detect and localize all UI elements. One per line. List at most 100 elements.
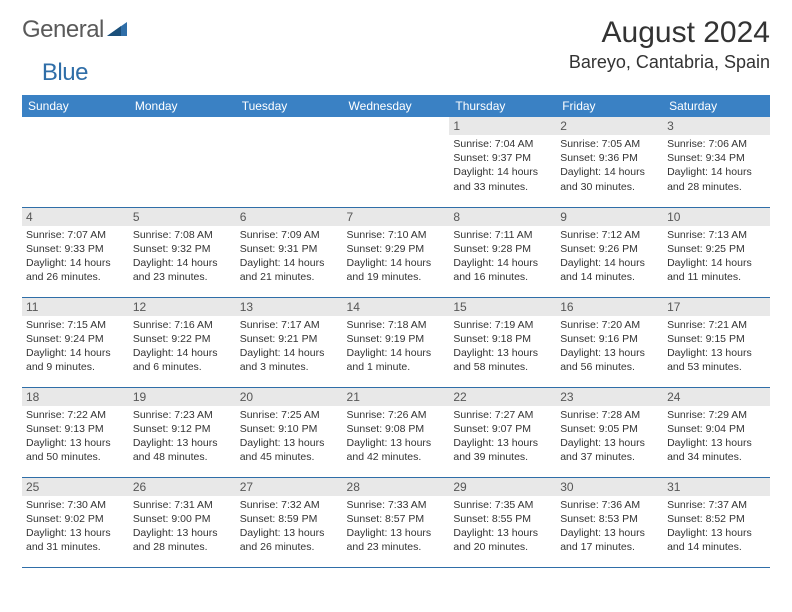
sun-info: Sunrise: 7:35 AMSunset: 8:55 PMDaylight:… (449, 496, 556, 557)
calendar-day-cell: 1Sunrise: 7:04 AMSunset: 9:37 PMDaylight… (449, 117, 556, 207)
month-title: August 2024 (569, 16, 770, 50)
day-number: 26 (129, 478, 236, 496)
calendar-day-cell: 2Sunrise: 7:05 AMSunset: 9:36 PMDaylight… (556, 117, 663, 207)
calendar-day-cell: 18Sunrise: 7:22 AMSunset: 9:13 PMDayligh… (22, 387, 129, 477)
day-number: 24 (663, 388, 770, 406)
weekday-header: Wednesday (343, 95, 450, 117)
calendar-row: 11Sunrise: 7:15 AMSunset: 9:24 PMDayligh… (22, 297, 770, 387)
calendar-row: 25Sunrise: 7:30 AMSunset: 9:02 PMDayligh… (22, 477, 770, 567)
weekday-header: Thursday (449, 95, 556, 117)
day-number: 19 (129, 388, 236, 406)
sun-info: Sunrise: 7:17 AMSunset: 9:21 PMDaylight:… (236, 316, 343, 377)
sun-info: Sunrise: 7:37 AMSunset: 8:52 PMDaylight:… (663, 496, 770, 557)
calendar-empty-cell (129, 117, 236, 207)
calendar-day-cell: 5Sunrise: 7:08 AMSunset: 9:32 PMDaylight… (129, 207, 236, 297)
weekday-header: Saturday (663, 95, 770, 117)
location: Bareyo, Cantabria, Spain (569, 52, 770, 73)
day-number: 7 (343, 208, 450, 226)
sun-info: Sunrise: 7:21 AMSunset: 9:15 PMDaylight:… (663, 316, 770, 377)
day-number: 4 (22, 208, 129, 226)
day-number: 13 (236, 298, 343, 316)
calendar-day-cell: 10Sunrise: 7:13 AMSunset: 9:25 PMDayligh… (663, 207, 770, 297)
day-number: 25 (22, 478, 129, 496)
calendar-body: 1Sunrise: 7:04 AMSunset: 9:37 PMDaylight… (22, 117, 770, 567)
sun-info: Sunrise: 7:08 AMSunset: 9:32 PMDaylight:… (129, 226, 236, 287)
sun-info: Sunrise: 7:15 AMSunset: 9:24 PMDaylight:… (22, 316, 129, 377)
day-number: 9 (556, 208, 663, 226)
calendar-day-cell: 16Sunrise: 7:20 AMSunset: 9:16 PMDayligh… (556, 297, 663, 387)
day-number: 3 (663, 117, 770, 135)
sun-info: Sunrise: 7:19 AMSunset: 9:18 PMDaylight:… (449, 316, 556, 377)
sun-info: Sunrise: 7:27 AMSunset: 9:07 PMDaylight:… (449, 406, 556, 467)
sun-info: Sunrise: 7:25 AMSunset: 9:10 PMDaylight:… (236, 406, 343, 467)
calendar-day-cell: 25Sunrise: 7:30 AMSunset: 9:02 PMDayligh… (22, 477, 129, 567)
sun-info: Sunrise: 7:32 AMSunset: 8:59 PMDaylight:… (236, 496, 343, 557)
calendar-day-cell: 12Sunrise: 7:16 AMSunset: 9:22 PMDayligh… (129, 297, 236, 387)
calendar-day-cell: 29Sunrise: 7:35 AMSunset: 8:55 PMDayligh… (449, 477, 556, 567)
day-number: 17 (663, 298, 770, 316)
day-number: 2 (556, 117, 663, 135)
calendar-row: 1Sunrise: 7:04 AMSunset: 9:37 PMDaylight… (22, 117, 770, 207)
sun-info: Sunrise: 7:10 AMSunset: 9:29 PMDaylight:… (343, 226, 450, 287)
calendar-day-cell: 23Sunrise: 7:28 AMSunset: 9:05 PMDayligh… (556, 387, 663, 477)
sun-info: Sunrise: 7:05 AMSunset: 9:36 PMDaylight:… (556, 135, 663, 196)
calendar-day-cell: 9Sunrise: 7:12 AMSunset: 9:26 PMDaylight… (556, 207, 663, 297)
sun-info: Sunrise: 7:12 AMSunset: 9:26 PMDaylight:… (556, 226, 663, 287)
weekday-header-row: SundayMondayTuesdayWednesdayThursdayFrid… (22, 95, 770, 117)
sun-info: Sunrise: 7:31 AMSunset: 9:00 PMDaylight:… (129, 496, 236, 557)
calendar-day-cell: 7Sunrise: 7:10 AMSunset: 9:29 PMDaylight… (343, 207, 450, 297)
day-number: 18 (22, 388, 129, 406)
day-number: 28 (343, 478, 450, 496)
day-number: 5 (129, 208, 236, 226)
weekday-header: Sunday (22, 95, 129, 117)
logo: General (22, 16, 131, 44)
sun-info: Sunrise: 7:18 AMSunset: 9:19 PMDaylight:… (343, 316, 450, 377)
logo-text-blue: Blue (42, 59, 88, 87)
day-number: 27 (236, 478, 343, 496)
weekday-header: Friday (556, 95, 663, 117)
sun-info: Sunrise: 7:23 AMSunset: 9:12 PMDaylight:… (129, 406, 236, 467)
sun-info: Sunrise: 7:09 AMSunset: 9:31 PMDaylight:… (236, 226, 343, 287)
day-number: 23 (556, 388, 663, 406)
day-number: 29 (449, 478, 556, 496)
day-number: 8 (449, 208, 556, 226)
sun-info: Sunrise: 7:11 AMSunset: 9:28 PMDaylight:… (449, 226, 556, 287)
weekday-header: Monday (129, 95, 236, 117)
day-number: 30 (556, 478, 663, 496)
calendar-day-cell: 13Sunrise: 7:17 AMSunset: 9:21 PMDayligh… (236, 297, 343, 387)
calendar-row: 4Sunrise: 7:07 AMSunset: 9:33 PMDaylight… (22, 207, 770, 297)
calendar-day-cell: 24Sunrise: 7:29 AMSunset: 9:04 PMDayligh… (663, 387, 770, 477)
calendar-empty-cell (343, 117, 450, 207)
sun-info: Sunrise: 7:33 AMSunset: 8:57 PMDaylight:… (343, 496, 450, 557)
calendar-day-cell: 30Sunrise: 7:36 AMSunset: 8:53 PMDayligh… (556, 477, 663, 567)
day-number: 31 (663, 478, 770, 496)
calendar-day-cell: 8Sunrise: 7:11 AMSunset: 9:28 PMDaylight… (449, 207, 556, 297)
day-number: 12 (129, 298, 236, 316)
sun-info: Sunrise: 7:06 AMSunset: 9:34 PMDaylight:… (663, 135, 770, 196)
day-number: 20 (236, 388, 343, 406)
sun-info: Sunrise: 7:20 AMSunset: 9:16 PMDaylight:… (556, 316, 663, 377)
logo-text-general: General (22, 16, 104, 44)
sun-info: Sunrise: 7:16 AMSunset: 9:22 PMDaylight:… (129, 316, 236, 377)
sun-info: Sunrise: 7:30 AMSunset: 9:02 PMDaylight:… (22, 496, 129, 557)
calendar-day-cell: 20Sunrise: 7:25 AMSunset: 9:10 PMDayligh… (236, 387, 343, 477)
day-number: 14 (343, 298, 450, 316)
sun-info: Sunrise: 7:26 AMSunset: 9:08 PMDaylight:… (343, 406, 450, 467)
calendar-day-cell: 19Sunrise: 7:23 AMSunset: 9:12 PMDayligh… (129, 387, 236, 477)
calendar-table: SundayMondayTuesdayWednesdayThursdayFrid… (22, 95, 770, 568)
calendar-day-cell: 3Sunrise: 7:06 AMSunset: 9:34 PMDaylight… (663, 117, 770, 207)
calendar-day-cell: 15Sunrise: 7:19 AMSunset: 9:18 PMDayligh… (449, 297, 556, 387)
title-block: August 2024 Bareyo, Cantabria, Spain (569, 16, 770, 73)
calendar-day-cell: 26Sunrise: 7:31 AMSunset: 9:00 PMDayligh… (129, 477, 236, 567)
calendar-day-cell: 11Sunrise: 7:15 AMSunset: 9:24 PMDayligh… (22, 297, 129, 387)
calendar-day-cell: 14Sunrise: 7:18 AMSunset: 9:19 PMDayligh… (343, 297, 450, 387)
sun-info: Sunrise: 7:29 AMSunset: 9:04 PMDaylight:… (663, 406, 770, 467)
sun-info: Sunrise: 7:36 AMSunset: 8:53 PMDaylight:… (556, 496, 663, 557)
weekday-header: Tuesday (236, 95, 343, 117)
day-number: 1 (449, 117, 556, 135)
calendar-day-cell: 17Sunrise: 7:21 AMSunset: 9:15 PMDayligh… (663, 297, 770, 387)
sun-info: Sunrise: 7:04 AMSunset: 9:37 PMDaylight:… (449, 135, 556, 196)
calendar-day-cell: 31Sunrise: 7:37 AMSunset: 8:52 PMDayligh… (663, 477, 770, 567)
calendar-day-cell: 4Sunrise: 7:07 AMSunset: 9:33 PMDaylight… (22, 207, 129, 297)
sun-info: Sunrise: 7:28 AMSunset: 9:05 PMDaylight:… (556, 406, 663, 467)
